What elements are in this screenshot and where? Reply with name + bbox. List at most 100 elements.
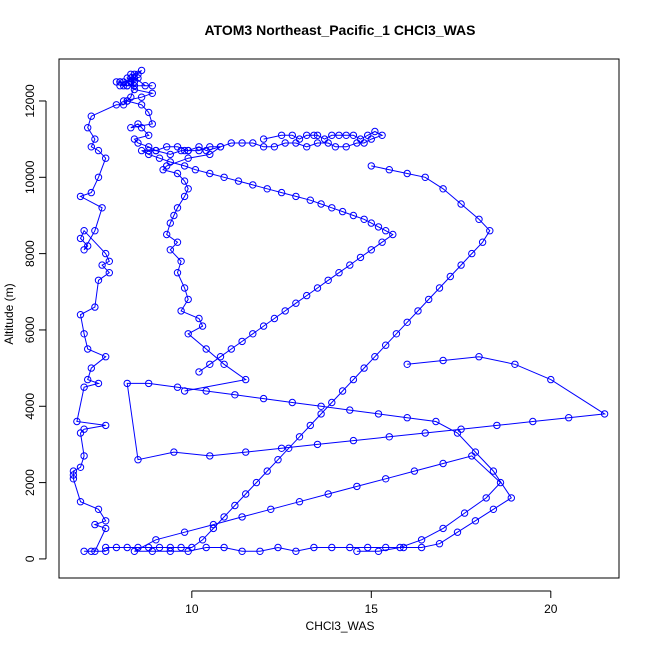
data-point bbox=[145, 131, 153, 140]
data-point bbox=[145, 143, 153, 151]
data-point bbox=[195, 314, 203, 323]
data-point bbox=[378, 238, 386, 246]
data-point bbox=[116, 78, 124, 86]
data-point bbox=[382, 475, 390, 483]
data-point bbox=[399, 543, 408, 552]
data-point bbox=[173, 204, 182, 212]
data-point bbox=[453, 528, 462, 536]
data-point bbox=[242, 490, 250, 498]
data-point bbox=[91, 303, 99, 311]
data-point bbox=[94, 276, 103, 284]
y-tick-label: 2000 bbox=[23, 469, 37, 496]
data-point bbox=[281, 307, 289, 315]
data-point bbox=[310, 543, 318, 552]
data-point bbox=[486, 227, 494, 235]
data-point bbox=[446, 272, 454, 281]
data-point bbox=[76, 192, 85, 201]
data-point bbox=[385, 166, 393, 174]
data-point bbox=[471, 517, 480, 525]
data-point bbox=[127, 70, 135, 79]
data-point bbox=[389, 230, 397, 239]
y-tick-label: 4000 bbox=[23, 393, 37, 420]
data-point bbox=[496, 478, 505, 487]
data-point bbox=[163, 143, 171, 151]
data-point bbox=[317, 410, 325, 418]
data-point bbox=[177, 543, 185, 552]
data-point bbox=[306, 421, 314, 430]
y-axis-label: Altitude (m) bbox=[2, 283, 16, 344]
data-point bbox=[342, 131, 350, 140]
data-point bbox=[259, 322, 268, 330]
data-point bbox=[274, 543, 282, 552]
data-point bbox=[367, 219, 375, 227]
data-point bbox=[310, 131, 318, 140]
data-point bbox=[270, 314, 279, 323]
data-point bbox=[367, 162, 375, 170]
data-point bbox=[145, 379, 153, 388]
data-point bbox=[367, 246, 375, 254]
data-point bbox=[342, 143, 350, 151]
data-point bbox=[385, 433, 393, 441]
data-point bbox=[353, 547, 361, 555]
data-point bbox=[173, 269, 182, 277]
data-point bbox=[227, 139, 236, 147]
data-point bbox=[206, 169, 214, 178]
data-point bbox=[277, 188, 286, 197]
data-point bbox=[180, 192, 189, 201]
data-point bbox=[335, 131, 343, 140]
data-point bbox=[69, 471, 78, 479]
data-point bbox=[102, 249, 110, 258]
data-point bbox=[371, 353, 379, 361]
data-point bbox=[98, 261, 106, 269]
data-point bbox=[180, 177, 189, 185]
data-point bbox=[177, 257, 185, 265]
data-point bbox=[80, 425, 88, 433]
data-point bbox=[259, 135, 268, 143]
data-point bbox=[600, 410, 609, 418]
data-point bbox=[489, 467, 498, 475]
series-line bbox=[141, 130, 394, 373]
data-point bbox=[493, 421, 501, 430]
data-point bbox=[166, 158, 175, 166]
data-point bbox=[130, 82, 139, 90]
y-tick-label: 10000 bbox=[23, 160, 37, 194]
data-point bbox=[403, 169, 411, 178]
data-point bbox=[206, 150, 214, 159]
data-point bbox=[338, 387, 347, 395]
data-point bbox=[84, 345, 92, 353]
data-point bbox=[303, 291, 311, 300]
data-point bbox=[259, 394, 268, 403]
data-point bbox=[364, 543, 372, 552]
data-point bbox=[238, 547, 246, 555]
data-point bbox=[220, 543, 228, 552]
data-point bbox=[360, 139, 368, 147]
data-point bbox=[468, 249, 476, 258]
data-point bbox=[349, 131, 358, 140]
data-point bbox=[180, 528, 189, 536]
data-point bbox=[220, 513, 228, 521]
data-point bbox=[288, 398, 296, 407]
data-point bbox=[414, 307, 422, 315]
data-point bbox=[346, 406, 354, 414]
data-point bbox=[87, 364, 96, 372]
data-point bbox=[195, 143, 203, 151]
data-point bbox=[270, 143, 279, 151]
y-tick-label: 12000 bbox=[23, 84, 37, 118]
data-point bbox=[338, 207, 347, 216]
data-point bbox=[130, 70, 139, 79]
data-point bbox=[349, 436, 358, 445]
data-point bbox=[102, 154, 110, 162]
data-point bbox=[148, 547, 157, 555]
x-tick-label: 20 bbox=[544, 602, 558, 616]
data-point bbox=[145, 150, 153, 159]
data-point bbox=[267, 505, 275, 513]
data-point bbox=[184, 185, 192, 193]
data-point bbox=[259, 143, 268, 151]
data-point bbox=[163, 230, 171, 239]
data-point bbox=[382, 543, 390, 552]
data-point bbox=[155, 543, 164, 552]
data-point bbox=[80, 246, 88, 254]
data-point bbox=[98, 204, 106, 212]
data-point bbox=[281, 139, 289, 147]
data-point bbox=[123, 97, 131, 105]
